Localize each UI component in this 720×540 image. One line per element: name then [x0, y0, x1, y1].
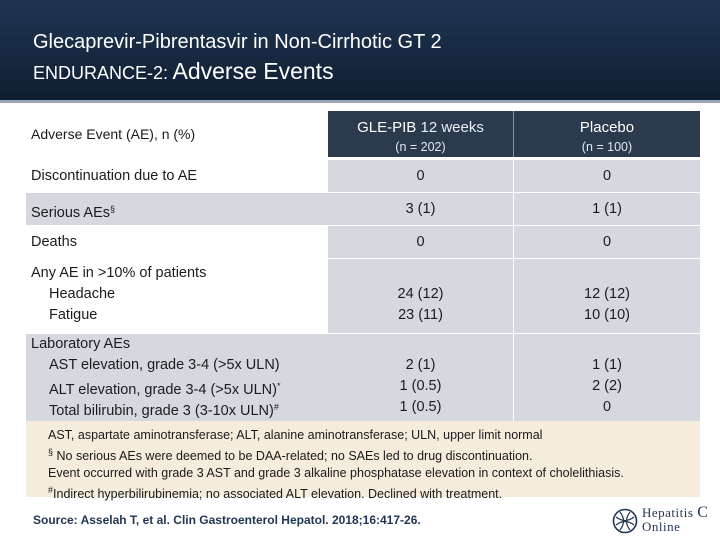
- footnote-section: § No serious AEs were deemed to be DAA-r…: [48, 447, 533, 463]
- placebo-value: 1 (1): [592, 201, 622, 217]
- row-label: Serious AEs§: [31, 204, 116, 221]
- glepib-value: 23 (11): [398, 307, 443, 323]
- footnote-hash: #Indirect hyperbilirubinemia; no associa…: [48, 485, 503, 501]
- any-ae-label: Any AE in >10% of patients: [31, 265, 207, 281]
- ast-label: AST elevation, grade 3-4 (>5x ULN): [49, 357, 280, 373]
- logo-word-online: Online: [642, 519, 681, 534]
- placebo-value: 0: [602, 234, 612, 250]
- headache-label: Headache: [49, 286, 116, 302]
- placebo-value: 10 (10): [584, 307, 630, 323]
- source-citation: Source: Asselah T, et al. Clin Gastroent…: [33, 513, 421, 527]
- glepib-value: 3 (1): [405, 201, 436, 217]
- title-prefix: ENDURANCE-2:: [33, 63, 169, 83]
- hash-mark: #: [273, 402, 279, 412]
- glepib-value: 0: [416, 234, 425, 250]
- placebo-value: 1 (1): [592, 357, 622, 373]
- glepib-value: 2 (1): [405, 357, 436, 373]
- placebo-value: 12 (12): [584, 286, 630, 302]
- table-row: Serious AEs§ 3 (1) 1 (1): [26, 193, 700, 225]
- table-row: Deaths 0 0: [26, 226, 700, 258]
- table-row-lab-ae: Laboratory AEs AST elevation, grade 3-4 …: [26, 334, 700, 421]
- placebo-value: 0: [602, 399, 612, 415]
- row-label: Deaths: [31, 234, 77, 250]
- header-glepib-n: (n = 202): [395, 140, 446, 154]
- header-placebo-cell: Placebo (n = 100): [514, 111, 700, 157]
- glepib-value: 0: [416, 168, 425, 184]
- slide-title-line1: Glecaprevir-Pibrentasvir in Non-Cirrhoti…: [33, 31, 442, 53]
- header-glepib-bold: GLE-PIB: [357, 119, 417, 136]
- header-glepib-duration: 12 weeks: [420, 119, 484, 136]
- header-glepib-title: GLE-PIB 12 weeks: [328, 119, 513, 136]
- alt-label: ALT elevation, grade 3-4 (>5x ULN)*: [49, 381, 281, 398]
- hepatitis-c-online-logo: Hepatitis C Online: [612, 504, 712, 536]
- placebo-value: 0: [602, 168, 612, 184]
- star-mark: *: [276, 381, 281, 391]
- header-placebo-n: (n = 100): [581, 140, 633, 154]
- lab-ae-label: Laboratory AEs: [31, 336, 131, 352]
- title-main: Adverse Events: [172, 58, 334, 84]
- placebo-value: 2 (2): [592, 378, 622, 394]
- footnote-abbreviations: AST, aspartate aminotransferase; ALT, al…: [48, 428, 543, 442]
- glepib-value: 1 (0.5): [399, 378, 442, 394]
- slide-header: Glecaprevir-Pibrentasvir in Non-Cirrhoti…: [0, 0, 720, 100]
- fatigue-label: Fatigue: [49, 307, 98, 323]
- section-mark: §: [110, 204, 116, 214]
- glepib-value: 1 (0.5): [399, 399, 442, 415]
- table-row-any-ae: Any AE in >10% of patients Headache Fati…: [26, 259, 700, 333]
- header-ae-label: Adverse Event (AE), n (%): [31, 126, 196, 142]
- bilirubin-label: Total bilirubin, grade 3 (3-10x ULN)#: [49, 402, 279, 419]
- footnotes: AST, aspartate aminotransferase; ALT, al…: [26, 421, 700, 501]
- footnote-star: Event occurred with grade 3 AST and grad…: [48, 466, 624, 480]
- glepib-value: 24 (12): [397, 286, 444, 302]
- logo-word-hepatitis: Hepatitis: [642, 505, 694, 520]
- table-row: Discontinuation due to AE 0 0: [26, 160, 700, 192]
- slide-title-line2: ENDURANCE-2: Adverse Events: [33, 58, 334, 85]
- table-header-row: Adverse Event (AE), n (%) GLE-PIB 12 wee…: [26, 111, 700, 157]
- header-placebo-title: Placebo: [579, 119, 635, 136]
- header-glepib-cell: GLE-PIB 12 weeks (n = 202): [328, 111, 514, 157]
- logo-globe-icon: [612, 508, 638, 534]
- header-divider: [0, 100, 720, 103]
- header-ae-cell: Adverse Event (AE), n (%): [26, 111, 328, 157]
- row-label: Discontinuation due to AE: [31, 168, 198, 184]
- logo-letter-c: C: [697, 504, 709, 521]
